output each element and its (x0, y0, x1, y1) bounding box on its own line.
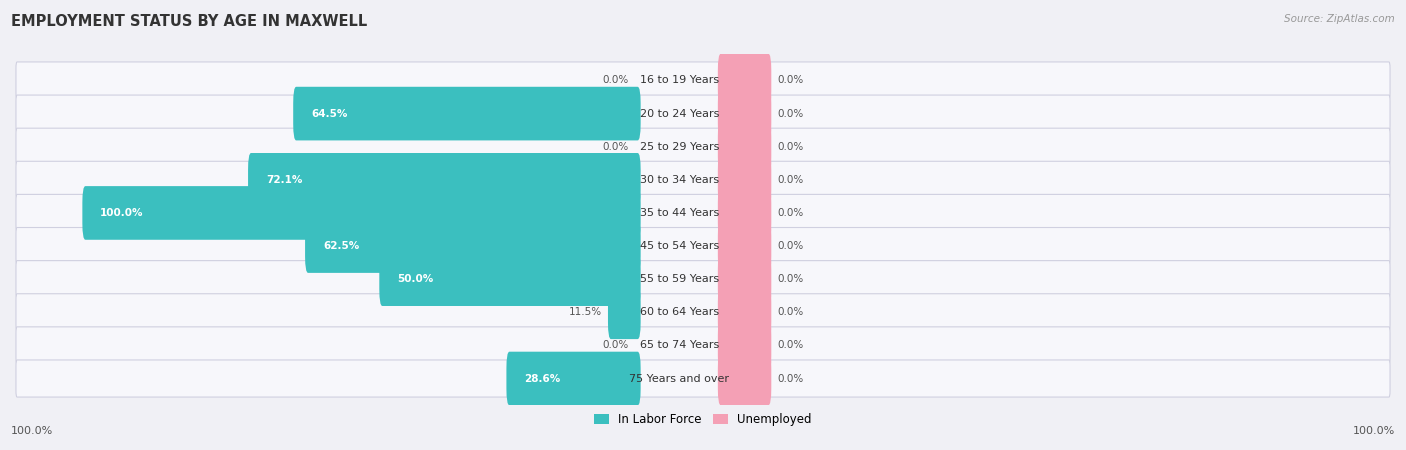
Text: 0.0%: 0.0% (778, 108, 803, 119)
FancyBboxPatch shape (718, 186, 772, 240)
FancyBboxPatch shape (247, 153, 641, 207)
Text: 50.0%: 50.0% (396, 274, 433, 284)
Text: 0.0%: 0.0% (778, 175, 803, 185)
Text: 0.0%: 0.0% (778, 274, 803, 284)
FancyBboxPatch shape (718, 319, 772, 372)
FancyBboxPatch shape (718, 120, 772, 174)
FancyBboxPatch shape (15, 261, 1391, 298)
Text: 65 to 74 Years: 65 to 74 Years (640, 340, 718, 351)
Legend: In Labor Force, Unemployed: In Labor Force, Unemployed (589, 408, 817, 431)
FancyBboxPatch shape (718, 252, 772, 306)
Text: 25 to 29 Years: 25 to 29 Years (640, 142, 718, 152)
FancyBboxPatch shape (294, 87, 641, 140)
FancyBboxPatch shape (83, 186, 641, 240)
Text: 0.0%: 0.0% (778, 241, 803, 251)
FancyBboxPatch shape (718, 285, 772, 339)
Text: 72.1%: 72.1% (266, 175, 302, 185)
Text: 16 to 19 Years: 16 to 19 Years (640, 76, 718, 86)
FancyBboxPatch shape (15, 194, 1391, 231)
FancyBboxPatch shape (15, 62, 1391, 99)
FancyBboxPatch shape (718, 87, 772, 140)
FancyBboxPatch shape (15, 128, 1391, 165)
Text: 0.0%: 0.0% (778, 340, 803, 351)
Text: 0.0%: 0.0% (778, 374, 803, 383)
FancyBboxPatch shape (305, 219, 641, 273)
FancyBboxPatch shape (506, 352, 641, 405)
FancyBboxPatch shape (15, 95, 1391, 132)
FancyBboxPatch shape (380, 252, 641, 306)
Text: 11.5%: 11.5% (569, 307, 602, 317)
Text: Source: ZipAtlas.com: Source: ZipAtlas.com (1284, 14, 1395, 23)
Text: 64.5%: 64.5% (311, 108, 347, 119)
Text: 75 Years and over: 75 Years and over (630, 374, 730, 383)
Text: 60 to 64 Years: 60 to 64 Years (640, 307, 718, 317)
Text: 45 to 54 Years: 45 to 54 Years (640, 241, 718, 251)
Text: 0.0%: 0.0% (603, 142, 628, 152)
FancyBboxPatch shape (15, 294, 1391, 331)
FancyBboxPatch shape (607, 285, 641, 339)
FancyBboxPatch shape (15, 360, 1391, 397)
FancyBboxPatch shape (718, 153, 772, 207)
FancyBboxPatch shape (718, 54, 772, 107)
FancyBboxPatch shape (15, 327, 1391, 364)
Text: 0.0%: 0.0% (778, 307, 803, 317)
Text: EMPLOYMENT STATUS BY AGE IN MAXWELL: EMPLOYMENT STATUS BY AGE IN MAXWELL (11, 14, 367, 28)
Text: 0.0%: 0.0% (778, 208, 803, 218)
Text: 0.0%: 0.0% (778, 76, 803, 86)
Text: 0.0%: 0.0% (603, 340, 628, 351)
FancyBboxPatch shape (15, 228, 1391, 265)
Text: 62.5%: 62.5% (323, 241, 359, 251)
FancyBboxPatch shape (718, 352, 772, 405)
Text: 55 to 59 Years: 55 to 59 Years (640, 274, 718, 284)
Text: 0.0%: 0.0% (778, 142, 803, 152)
Text: 100.0%: 100.0% (1353, 427, 1395, 436)
Text: 100.0%: 100.0% (100, 208, 143, 218)
Text: 28.6%: 28.6% (524, 374, 561, 383)
Text: 30 to 34 Years: 30 to 34 Years (640, 175, 718, 185)
FancyBboxPatch shape (718, 219, 772, 273)
Text: 35 to 44 Years: 35 to 44 Years (640, 208, 718, 218)
FancyBboxPatch shape (15, 161, 1391, 198)
Text: 100.0%: 100.0% (11, 427, 53, 436)
Text: 20 to 24 Years: 20 to 24 Years (640, 108, 718, 119)
Text: 0.0%: 0.0% (603, 76, 628, 86)
